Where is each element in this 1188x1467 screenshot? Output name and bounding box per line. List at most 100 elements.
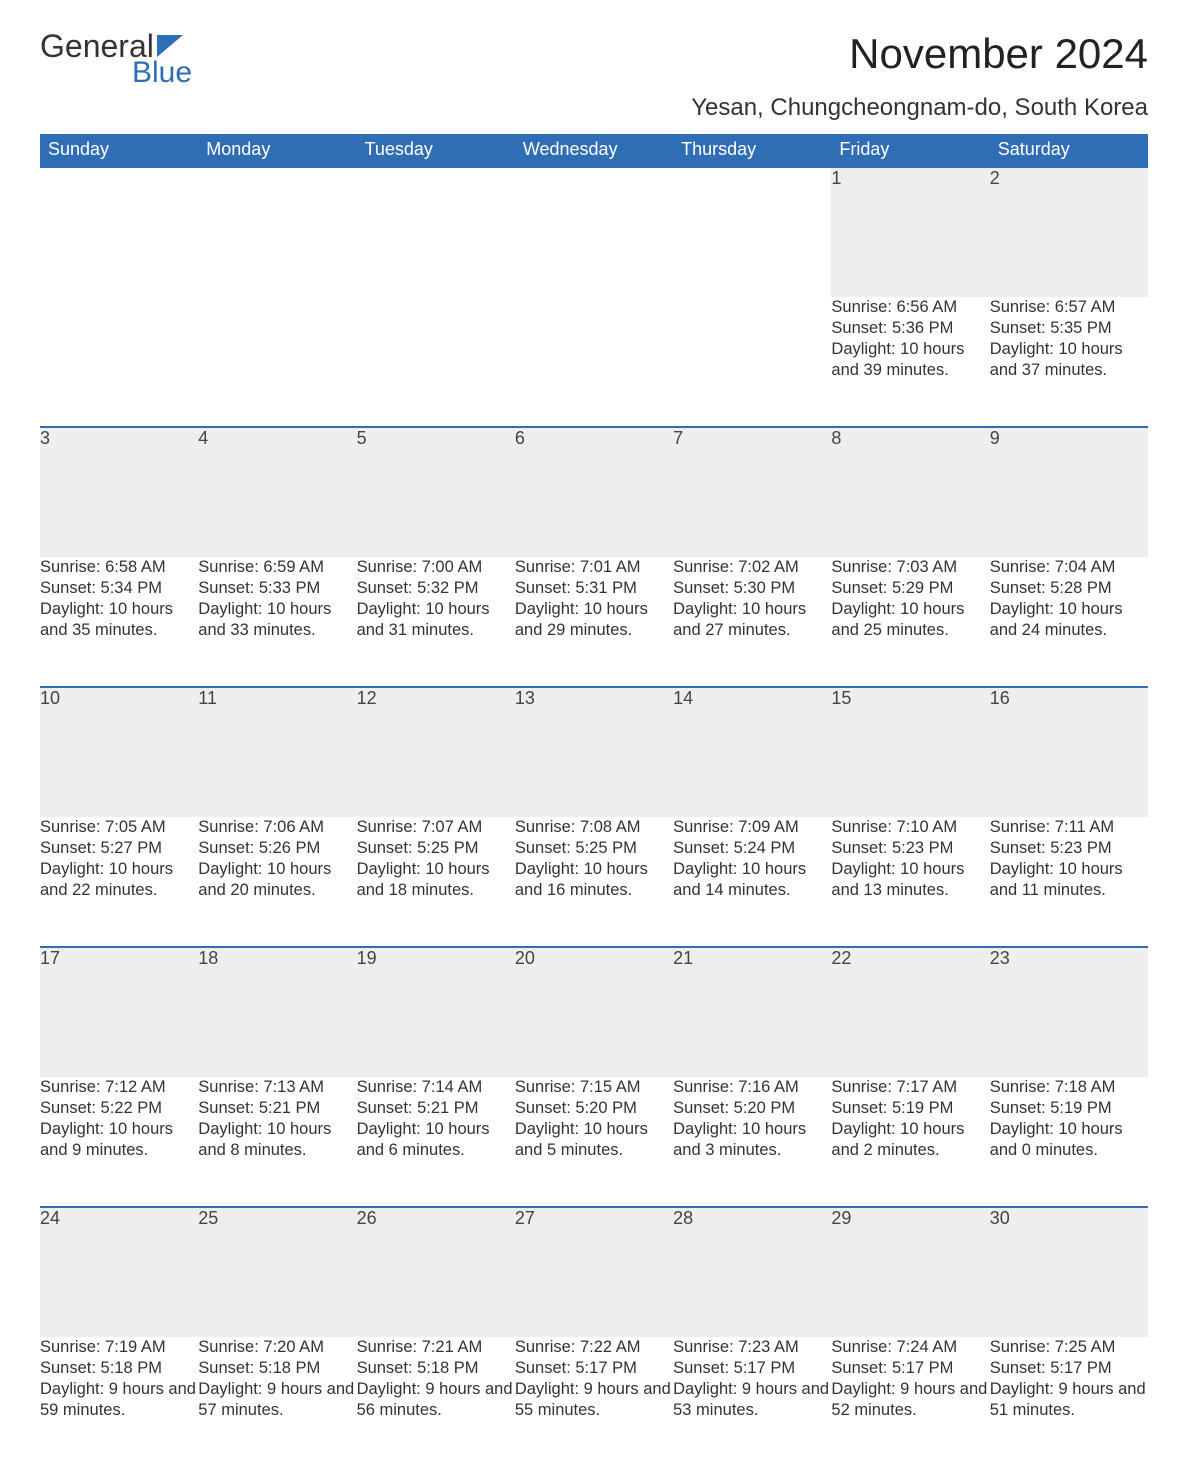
daylight-text: Daylight: 10 hours and 25 minutes.: [831, 599, 989, 641]
daylight-text: Daylight: 10 hours and 5 minutes.: [515, 1119, 673, 1161]
sunset-text: Sunset: 5:19 PM: [990, 1098, 1148, 1119]
empty-day-cell: [515, 167, 673, 297]
weekday-header: Thursday: [673, 134, 831, 167]
sunrise-text: Sunrise: 6:57 AM: [990, 297, 1148, 318]
daylight-text: Daylight: 10 hours and 31 minutes.: [357, 599, 515, 641]
sunrise-text: Sunrise: 7:12 AM: [40, 1077, 198, 1098]
weekday-header: Monday: [198, 134, 356, 167]
day-number: 20: [515, 947, 673, 1077]
daylight-text: Daylight: 10 hours and 37 minutes.: [990, 339, 1148, 381]
sunrise-text: Sunrise: 7:04 AM: [990, 557, 1148, 578]
day-number: 15: [831, 687, 989, 817]
sunset-text: Sunset: 5:23 PM: [831, 838, 989, 859]
empty-day-cell: [357, 167, 515, 297]
day-details: Sunrise: 7:23 AMSunset: 5:17 PMDaylight:…: [673, 1337, 831, 1467]
day-number: 12: [357, 687, 515, 817]
sunset-text: Sunset: 5:17 PM: [515, 1358, 673, 1379]
week-daynum-row: 3456789: [40, 427, 1148, 557]
daylight-text: Daylight: 9 hours and 57 minutes.: [198, 1379, 356, 1421]
day-details: Sunrise: 7:04 AMSunset: 5:28 PMDaylight:…: [990, 557, 1148, 687]
week-detail-row: Sunrise: 6:56 AMSunset: 5:36 PMDaylight:…: [40, 297, 1148, 427]
daylight-text: Daylight: 10 hours and 2 minutes.: [831, 1119, 989, 1161]
calendar-header: SundayMondayTuesdayWednesdayThursdayFrid…: [40, 134, 1148, 167]
day-number: 7: [673, 427, 831, 557]
empty-day-cell: [673, 297, 831, 427]
empty-day-cell: [198, 297, 356, 427]
day-details: Sunrise: 7:02 AMSunset: 5:30 PMDaylight:…: [673, 557, 831, 687]
sunset-text: Sunset: 5:26 PM: [198, 838, 356, 859]
sunrise-text: Sunrise: 7:15 AM: [515, 1077, 673, 1098]
day-number: 4: [198, 427, 356, 557]
weekday-header: Tuesday: [357, 134, 515, 167]
day-details: Sunrise: 7:07 AMSunset: 5:25 PMDaylight:…: [357, 817, 515, 947]
day-details: Sunrise: 7:25 AMSunset: 5:17 PMDaylight:…: [990, 1337, 1148, 1467]
sunrise-text: Sunrise: 7:17 AM: [831, 1077, 989, 1098]
location-label: Yesan, Chungcheongnam-do, South Korea: [40, 94, 1148, 122]
day-number: 23: [990, 947, 1148, 1077]
day-details: Sunrise: 7:10 AMSunset: 5:23 PMDaylight:…: [831, 817, 989, 947]
daylight-text: Daylight: 9 hours and 56 minutes.: [357, 1379, 515, 1421]
daylight-text: Daylight: 10 hours and 13 minutes.: [831, 859, 989, 901]
sunrise-text: Sunrise: 6:56 AM: [831, 297, 989, 318]
day-details: Sunrise: 7:20 AMSunset: 5:18 PMDaylight:…: [198, 1337, 356, 1467]
daylight-text: Daylight: 10 hours and 14 minutes.: [673, 859, 831, 901]
daylight-text: Daylight: 10 hours and 11 minutes.: [990, 859, 1148, 901]
sunset-text: Sunset: 5:17 PM: [990, 1358, 1148, 1379]
daylight-text: Daylight: 9 hours and 53 minutes.: [673, 1379, 831, 1421]
sunset-text: Sunset: 5:22 PM: [40, 1098, 198, 1119]
week-daynum-row: 24252627282930: [40, 1207, 1148, 1337]
sunset-text: Sunset: 5:30 PM: [673, 578, 831, 599]
sunrise-text: Sunrise: 7:00 AM: [357, 557, 515, 578]
weekday-header: Wednesday: [515, 134, 673, 167]
day-details: Sunrise: 7:05 AMSunset: 5:27 PMDaylight:…: [40, 817, 198, 947]
day-number: 21: [673, 947, 831, 1077]
day-number: 14: [673, 687, 831, 817]
sunrise-text: Sunrise: 7:07 AM: [357, 817, 515, 838]
week-daynum-row: 10111213141516: [40, 687, 1148, 817]
sunrise-text: Sunrise: 7:24 AM: [831, 1337, 989, 1358]
sunrise-text: Sunrise: 7:18 AM: [990, 1077, 1148, 1098]
daylight-text: Daylight: 9 hours and 59 minutes.: [40, 1379, 198, 1421]
sunrise-text: Sunrise: 7:22 AM: [515, 1337, 673, 1358]
daylight-text: Daylight: 10 hours and 16 minutes.: [515, 859, 673, 901]
day-details: Sunrise: 7:00 AMSunset: 5:32 PMDaylight:…: [357, 557, 515, 687]
day-details: Sunrise: 7:11 AMSunset: 5:23 PMDaylight:…: [990, 817, 1148, 947]
brand-word2: Blue: [132, 58, 192, 88]
sunrise-text: Sunrise: 7:19 AM: [40, 1337, 198, 1358]
sunrise-text: Sunrise: 7:05 AM: [40, 817, 198, 838]
day-number: 27: [515, 1207, 673, 1337]
day-number: 6: [515, 427, 673, 557]
day-number: 9: [990, 427, 1148, 557]
day-details: Sunrise: 7:06 AMSunset: 5:26 PMDaylight:…: [198, 817, 356, 947]
sunrise-text: Sunrise: 7:16 AM: [673, 1077, 831, 1098]
day-details: Sunrise: 7:14 AMSunset: 5:21 PMDaylight:…: [357, 1077, 515, 1207]
daylight-text: Daylight: 10 hours and 9 minutes.: [40, 1119, 198, 1161]
day-details: Sunrise: 7:12 AMSunset: 5:22 PMDaylight:…: [40, 1077, 198, 1207]
brand-logo: General Blue: [40, 30, 193, 88]
sunrise-text: Sunrise: 7:13 AM: [198, 1077, 356, 1098]
sunrise-text: Sunrise: 7:10 AM: [831, 817, 989, 838]
daylight-text: Daylight: 10 hours and 8 minutes.: [198, 1119, 356, 1161]
sunrise-text: Sunrise: 7:03 AM: [831, 557, 989, 578]
day-number: 11: [198, 687, 356, 817]
day-details: Sunrise: 7:18 AMSunset: 5:19 PMDaylight:…: [990, 1077, 1148, 1207]
empty-day-cell: [673, 167, 831, 297]
day-details: Sunrise: 6:58 AMSunset: 5:34 PMDaylight:…: [40, 557, 198, 687]
sunset-text: Sunset: 5:18 PM: [357, 1358, 515, 1379]
weekday-header: Sunday: [40, 134, 198, 167]
sunset-text: Sunset: 5:18 PM: [198, 1358, 356, 1379]
daylight-text: Daylight: 9 hours and 51 minutes.: [990, 1379, 1148, 1421]
day-number: 13: [515, 687, 673, 817]
sunset-text: Sunset: 5:34 PM: [40, 578, 198, 599]
day-number: 2: [990, 167, 1148, 297]
day-details: Sunrise: 7:22 AMSunset: 5:17 PMDaylight:…: [515, 1337, 673, 1467]
sunset-text: Sunset: 5:27 PM: [40, 838, 198, 859]
calendar-table: SundayMondayTuesdayWednesdayThursdayFrid…: [40, 134, 1148, 1467]
sunset-text: Sunset: 5:36 PM: [831, 318, 989, 339]
day-number: 19: [357, 947, 515, 1077]
day-details: Sunrise: 7:08 AMSunset: 5:25 PMDaylight:…: [515, 817, 673, 947]
sunrise-text: Sunrise: 7:08 AM: [515, 817, 673, 838]
week-detail-row: Sunrise: 7:12 AMSunset: 5:22 PMDaylight:…: [40, 1077, 1148, 1207]
sunset-text: Sunset: 5:20 PM: [515, 1098, 673, 1119]
sunset-text: Sunset: 5:23 PM: [990, 838, 1148, 859]
